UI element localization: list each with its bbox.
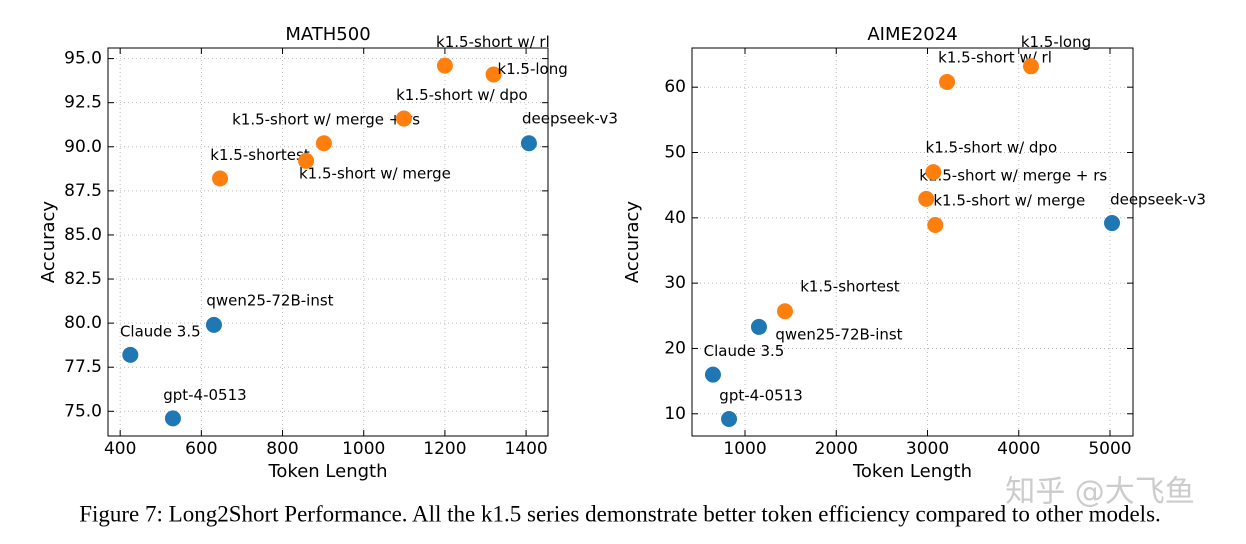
x-tick-label: 4000 <box>997 439 1040 459</box>
point <box>395 110 412 127</box>
y-axis-label: Accuracy <box>38 201 59 284</box>
y-tick-label: 82.5 <box>64 269 102 289</box>
chart-title: MATH500 <box>285 24 370 45</box>
point-label: k1.5-short w/ merge <box>933 192 1085 210</box>
point <box>918 190 935 207</box>
point-label: k1.5-short w/ merge + rs <box>919 166 1107 184</box>
x-tick-label: 1400 <box>504 439 547 459</box>
x-axis-label: Token Length <box>852 461 972 482</box>
y-tick-label: 10 <box>664 404 686 424</box>
point-label: k1.5-shortest <box>210 146 310 164</box>
point <box>298 152 315 169</box>
point-label: k1.5-short w/ rl <box>436 33 550 51</box>
plot-frame <box>691 47 1134 437</box>
y-tick-label: 30 <box>664 273 686 293</box>
point <box>704 366 721 383</box>
point <box>520 135 537 152</box>
point <box>721 411 738 428</box>
x-tick-label: 1200 <box>423 439 466 459</box>
x-tick-label: 1000 <box>723 439 766 459</box>
point <box>436 57 453 74</box>
point <box>927 217 944 234</box>
y-tick-label: 75.0 <box>64 401 102 421</box>
x-tick-label: 5000 <box>1088 439 1131 459</box>
point-label: Claude 3.5 <box>704 342 785 360</box>
x-tick-label: 800 <box>266 439 298 459</box>
point-label: k1.5-short w/ dpo <box>396 86 528 104</box>
y-axis-label: Accuracy <box>622 201 643 284</box>
point <box>315 135 332 152</box>
point-label: deepseek-v3 <box>1110 191 1206 209</box>
x-tick-label: 2000 <box>815 439 858 459</box>
chart-title: AIME2024 <box>867 24 957 45</box>
y-tick-label: 77.5 <box>64 357 102 377</box>
y-tick-label: 50 <box>664 143 686 163</box>
point <box>925 164 942 181</box>
y-tick-label: 85.0 <box>64 225 102 245</box>
point-label: k1.5-long <box>1021 33 1091 51</box>
point <box>212 170 229 187</box>
plot-frame <box>107 47 549 437</box>
point <box>122 346 139 363</box>
y-tick-label: 20 <box>664 338 686 358</box>
point <box>939 73 956 90</box>
x-tick-label: 1000 <box>342 439 385 459</box>
point-label: qwen25-72B-inst <box>206 291 333 309</box>
point-label: k1.5-short w/ merge + rs <box>232 110 420 128</box>
x-axis-label: Token Length <box>267 461 387 482</box>
watermark: 知乎 @大飞鱼 <box>1005 475 1195 510</box>
point-label: k1.5-short w/ rl <box>938 48 1052 66</box>
point-label: Claude 3.5 <box>120 322 201 340</box>
point-label: k1.5-short w/ merge <box>299 165 451 183</box>
point <box>485 66 502 83</box>
point <box>776 303 793 320</box>
y-tick-label: 90.0 <box>64 137 102 157</box>
y-tick-label: 80.0 <box>64 313 102 333</box>
y-tick-label: 87.5 <box>64 181 102 201</box>
y-tick-label: 92.5 <box>64 93 102 113</box>
x-tick-label: 400 <box>104 439 136 459</box>
point <box>1104 215 1121 232</box>
y-tick-label: 95.0 <box>64 49 102 69</box>
caption: Figure 7: Long2Short Performance. All th… <box>79 501 1161 526</box>
point-label: k1.5-short w/ dpo <box>926 139 1058 157</box>
x-tick-label: 600 <box>185 439 217 459</box>
point-label: gpt-4-0513 <box>719 387 802 405</box>
point <box>1022 58 1039 75</box>
x-tick-label: 3000 <box>906 439 949 459</box>
point <box>164 410 181 427</box>
point-label: k1.5-long <box>497 60 567 78</box>
point <box>205 316 222 333</box>
y-tick-label: 40 <box>664 208 686 228</box>
point-label: deepseek-v3 <box>522 110 618 128</box>
point <box>750 318 767 335</box>
y-tick-label: 60 <box>664 77 686 97</box>
point-label: qwen25-72B-inst <box>775 325 902 343</box>
point-label: gpt-4-0513 <box>163 386 246 404</box>
point-label: k1.5-shortest <box>800 278 900 296</box>
